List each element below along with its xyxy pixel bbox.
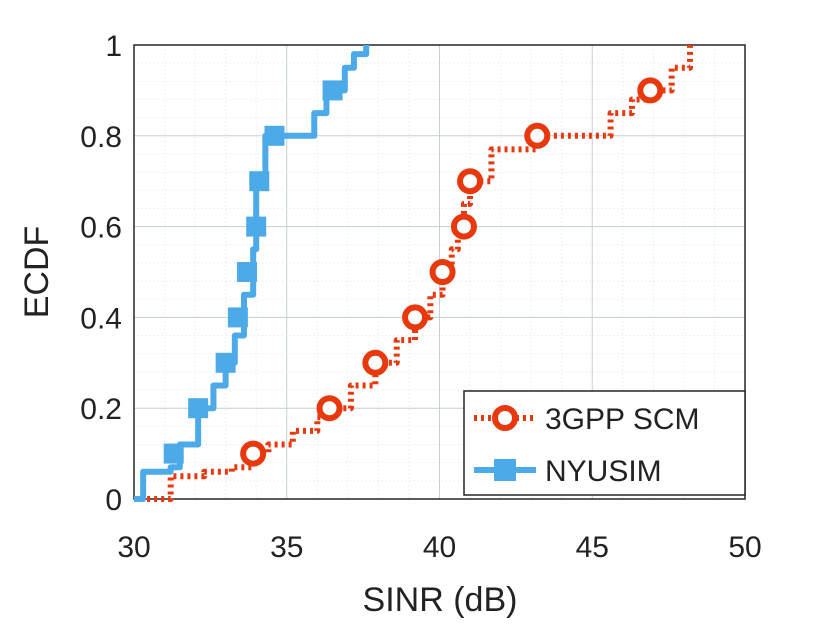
legend-label-3gpp: 3GPP SCM bbox=[545, 403, 700, 436]
data-point-nyusim bbox=[163, 443, 184, 464]
y-axis-title: ECDF bbox=[18, 226, 56, 319]
data-point-nyusim bbox=[227, 307, 248, 328]
data-point-3gpp-scm bbox=[524, 122, 551, 149]
data-point-nyusim bbox=[246, 216, 267, 237]
legend-swatch-nyusim-marker bbox=[494, 459, 516, 481]
y-tick-label: 0.2 bbox=[80, 393, 122, 426]
legend-swatch-3gpp-marker bbox=[492, 405, 518, 431]
data-point-3gpp-scm bbox=[240, 440, 267, 467]
y-tick-label: 0.8 bbox=[80, 121, 122, 154]
data-point-nyusim bbox=[249, 171, 270, 192]
data-point-3gpp-scm bbox=[316, 395, 343, 422]
data-point-3gpp-scm bbox=[362, 349, 389, 376]
y-tick-labels: 0 0.2 0.4 0.6 0.8 1 bbox=[80, 30, 122, 517]
data-point-3gpp-scm bbox=[457, 168, 484, 195]
y-tick-label: 1 bbox=[105, 30, 122, 63]
data-point-nyusim bbox=[215, 352, 236, 373]
data-point-nyusim bbox=[188, 398, 209, 419]
y-tick-label: 0 bbox=[105, 484, 122, 517]
x-tick-label: 45 bbox=[576, 531, 609, 564]
data-point-nyusim bbox=[237, 262, 258, 282]
legend: 3GPP SCM NYUSIM bbox=[463, 390, 746, 496]
axes-frame bbox=[133, 44, 746, 500]
data-point-3gpp-scm bbox=[637, 77, 664, 104]
data-point-3gpp-scm bbox=[429, 259, 456, 285]
y-tick-label: 0.4 bbox=[80, 302, 122, 335]
data-point-nyusim bbox=[264, 125, 285, 146]
x-tick-label: 30 bbox=[117, 531, 150, 564]
x-tick-label: 50 bbox=[728, 531, 761, 564]
y-tick-label: 0.6 bbox=[80, 212, 122, 245]
data-point-3gpp-scm bbox=[450, 213, 477, 240]
x-tick-label: 35 bbox=[270, 531, 303, 564]
legend-label-nyusim: NYUSIM bbox=[545, 455, 662, 488]
x-tick-label: 40 bbox=[423, 531, 456, 564]
series-layer bbox=[134, 45, 694, 502]
data-point-nyusim bbox=[322, 80, 343, 101]
data-point-3gpp-scm bbox=[402, 304, 429, 331]
x-axis-title: SINR (dB) bbox=[363, 581, 518, 619]
x-tick-labels: 30 35 40 45 50 bbox=[117, 531, 761, 564]
